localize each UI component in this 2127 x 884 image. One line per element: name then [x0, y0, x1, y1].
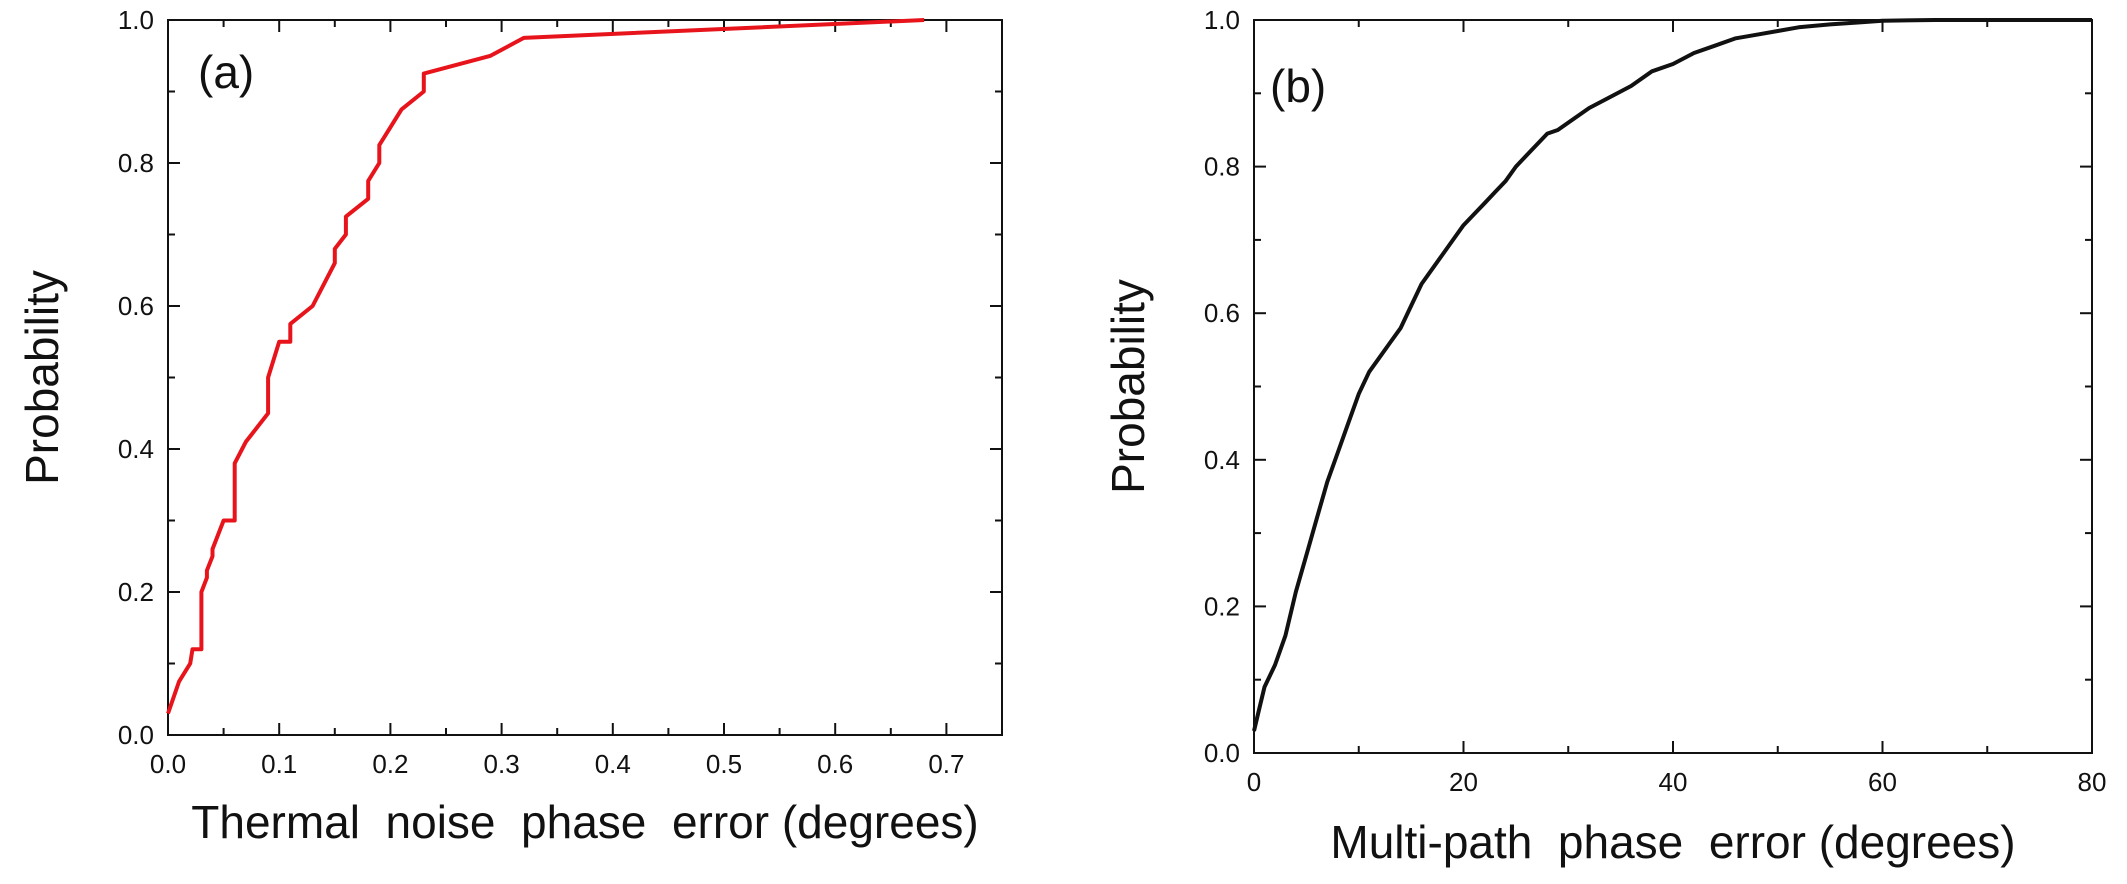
- y-tick-label-a: 0.2: [118, 577, 154, 607]
- y-tick-labels-b: 0.0 0.2 0.4 0.6 0.8 1.0: [1204, 5, 1240, 768]
- y-tick-label-b: 0.6: [1204, 298, 1240, 328]
- chart-panel-b: 0 20 40 60 80 0.0 0.2 0.4 0.6 0.8 1.0 (b) Multi-p…: [1102, 5, 2106, 868]
- y-tick-label-b: 0.2: [1204, 591, 1240, 621]
- y-tick-label-b: 0.4: [1204, 445, 1240, 475]
- x-tick-label-b: 20: [1449, 767, 1478, 797]
- y-tick-label-a: 0.8: [118, 148, 154, 178]
- y-tick-label-a: 0.0: [118, 720, 154, 750]
- panel-label-b: (b): [1270, 60, 1326, 112]
- x-tick-label-b: 40: [1659, 767, 1688, 797]
- cdf-line-b: [1252, 18, 2092, 732]
- y-tick-label-b: 1.0: [1204, 5, 1240, 35]
- x-tick-label-b: 0: [1247, 767, 1261, 797]
- plot-frame-a: [167, 19, 1003, 736]
- x-tick-label-a: 0.1: [261, 749, 297, 779]
- cdf-line-a: [166, 18, 925, 715]
- x-tick-labels-a: 0.0 0.1 0.2 0.3 0.4 0.5 0.6 0.7: [150, 749, 965, 779]
- y-tick-label-a: 0.4: [118, 434, 154, 464]
- y-axis-label-b: Probability: [1102, 279, 1154, 494]
- tick-marks-a: [167, 19, 1003, 736]
- panel-label-a: (a): [198, 46, 254, 98]
- x-tick-labels-b: 0 20 40 60 80: [1247, 767, 2107, 797]
- x-axis-label-a: Thermal noise phase error (degrees): [191, 796, 978, 848]
- x-axis-label-b: Multi-path phase error (degrees): [1330, 816, 2015, 868]
- tick-marks-b: [1253, 19, 2093, 754]
- y-tick-label-a: 0.6: [118, 291, 154, 321]
- y-tick-label-a: 1.0: [118, 5, 154, 35]
- plot-frame-b: [1253, 19, 2093, 754]
- x-tick-label-a: 0.0: [150, 749, 186, 779]
- x-tick-label-a: 0.6: [817, 749, 853, 779]
- x-tick-label-b: 60: [1868, 767, 1897, 797]
- x-tick-label-a: 0.7: [928, 749, 964, 779]
- y-tick-labels-a: 0.0 0.2 0.4 0.6 0.8 1.0: [118, 5, 154, 750]
- x-tick-label-a: 0.3: [484, 749, 520, 779]
- y-axis-label-a: Probability: [16, 270, 68, 485]
- y-tick-label-b: 0.0: [1204, 738, 1240, 768]
- x-tick-label-a: 0.2: [372, 749, 408, 779]
- x-tick-label-a: 0.4: [595, 749, 631, 779]
- chart-panel-a: 0.0 0.1 0.2 0.3 0.4 0.5 0.6 0.7 0.0 0.2 0.4 0.6 0.8…: [16, 5, 1003, 848]
- x-tick-label-b: 80: [2078, 767, 2107, 797]
- x-tick-label-a: 0.5: [706, 749, 742, 779]
- y-tick-label-b: 0.8: [1204, 152, 1240, 182]
